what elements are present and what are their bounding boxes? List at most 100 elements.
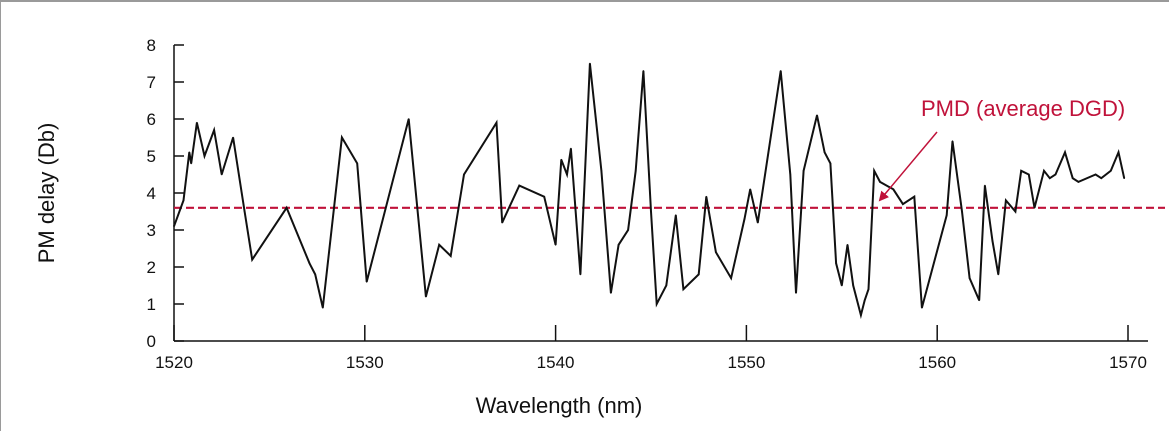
x-tick-label-1570: 1570 xyxy=(1109,353,1147,372)
data-point-18 xyxy=(407,118,410,120)
data-point-72 xyxy=(951,140,954,142)
y-tick-label-6: 6 xyxy=(147,110,156,129)
data-point-57 xyxy=(829,162,832,165)
data-point-40 xyxy=(655,303,658,305)
y-tick-label-7: 7 xyxy=(147,73,156,92)
data-point-22 xyxy=(463,173,465,176)
data-point-80 xyxy=(1014,210,1017,213)
data-point-3 xyxy=(190,162,192,165)
data-point-37 xyxy=(634,170,637,172)
data-point-50 xyxy=(757,221,759,224)
axis-labels: Wavelength (nm) PM delay (Db) xyxy=(34,123,642,418)
data-point-2 xyxy=(188,151,191,154)
data-point-81 xyxy=(1020,170,1022,172)
data-point-54 xyxy=(802,170,805,172)
data-point-49 xyxy=(749,188,751,191)
data-point-82 xyxy=(1028,173,1030,176)
data-point-64 xyxy=(867,288,870,291)
data-point-31 xyxy=(579,273,582,276)
data-point-39 xyxy=(650,210,652,213)
data-point-23 xyxy=(495,121,498,124)
x-tick-label-1550: 1550 xyxy=(727,353,765,372)
pmd-annotation-arrow xyxy=(878,131,938,202)
data-point-20 xyxy=(438,244,441,246)
data-point-11 xyxy=(285,207,288,209)
y-axis-label: PM delay (Db) xyxy=(34,123,59,264)
data-point-5 xyxy=(203,155,206,157)
data-point-62 xyxy=(860,314,862,316)
data-point-27 xyxy=(554,244,557,246)
data-point-93 xyxy=(1117,151,1120,154)
data-point-17 xyxy=(365,281,368,283)
data-point-73 xyxy=(961,210,963,213)
data-point-63 xyxy=(863,299,866,302)
data-point-78 xyxy=(997,273,1000,276)
data-point-67 xyxy=(892,188,895,191)
data-point-26 xyxy=(543,195,545,198)
data-point-92 xyxy=(1110,170,1112,172)
data-point-75 xyxy=(978,299,980,302)
data-point-21 xyxy=(449,255,452,257)
data-point-66 xyxy=(879,181,881,183)
data-point-42 xyxy=(675,214,677,216)
data-point-15 xyxy=(341,136,343,139)
data-point-14 xyxy=(322,306,324,309)
data-point-68 xyxy=(902,203,904,205)
data-point-13 xyxy=(314,273,317,276)
data-point-48 xyxy=(743,218,746,220)
data-point-19 xyxy=(425,295,427,298)
data-point-36 xyxy=(627,229,629,231)
data-point-41 xyxy=(665,284,668,287)
data-point-52 xyxy=(789,173,792,176)
data-point-12 xyxy=(308,262,311,265)
data-point-32 xyxy=(589,62,591,65)
y-tick-label-2: 2 xyxy=(147,258,156,277)
data-point-94 xyxy=(1123,177,1125,179)
data-point-83 xyxy=(1033,207,1036,209)
data-point-90 xyxy=(1094,173,1097,176)
data-point-88 xyxy=(1071,177,1074,179)
data-point-70 xyxy=(921,306,923,309)
data-point-43 xyxy=(682,288,685,291)
data-point-44 xyxy=(697,273,700,276)
data-point-65 xyxy=(873,170,875,172)
x-tick-label-1530: 1530 xyxy=(346,353,384,372)
data-point-38 xyxy=(642,70,645,72)
data-point-53 xyxy=(795,292,797,294)
y-tick-label-5: 5 xyxy=(147,147,156,166)
data-point-33 xyxy=(600,170,603,172)
data-point-0 xyxy=(173,225,175,228)
pmd-annotation-label: PMD (average DGD) xyxy=(921,96,1125,121)
data-point-7 xyxy=(220,173,223,176)
data-point-25 xyxy=(518,184,521,187)
data-point-34 xyxy=(610,292,612,294)
data-point-55 xyxy=(816,114,818,117)
y-tick-label-3: 3 xyxy=(147,221,156,240)
data-point-16 xyxy=(356,162,359,165)
data-point-35 xyxy=(617,244,620,246)
data-point-4 xyxy=(196,121,198,124)
x-axis-label: Wavelength (nm) xyxy=(476,393,643,418)
data-point-77 xyxy=(991,240,994,242)
x-tick-label-1520: 1520 xyxy=(155,353,193,372)
data-point-8 xyxy=(232,136,234,139)
data-point-1 xyxy=(182,199,185,202)
data-point-61 xyxy=(852,284,854,287)
data-point-59 xyxy=(841,284,843,287)
data-point-85 xyxy=(1049,177,1051,179)
data-point-69 xyxy=(913,195,916,198)
data-point-29 xyxy=(566,173,568,176)
data-point-74 xyxy=(968,277,971,279)
data-point-79 xyxy=(1005,199,1007,202)
data-point-87 xyxy=(1064,151,1066,154)
data-point-9 xyxy=(243,210,246,213)
data-point-46 xyxy=(715,251,717,253)
y-tick-label-0: 0 xyxy=(147,332,156,351)
y-tick-label-1: 1 xyxy=(147,295,156,314)
y-tick-label-8: 8 xyxy=(147,36,156,55)
data-point-10 xyxy=(251,258,253,261)
data-point-89 xyxy=(1077,181,1080,183)
x-tick-label-1540: 1540 xyxy=(537,353,575,372)
data-point-51 xyxy=(779,70,782,72)
